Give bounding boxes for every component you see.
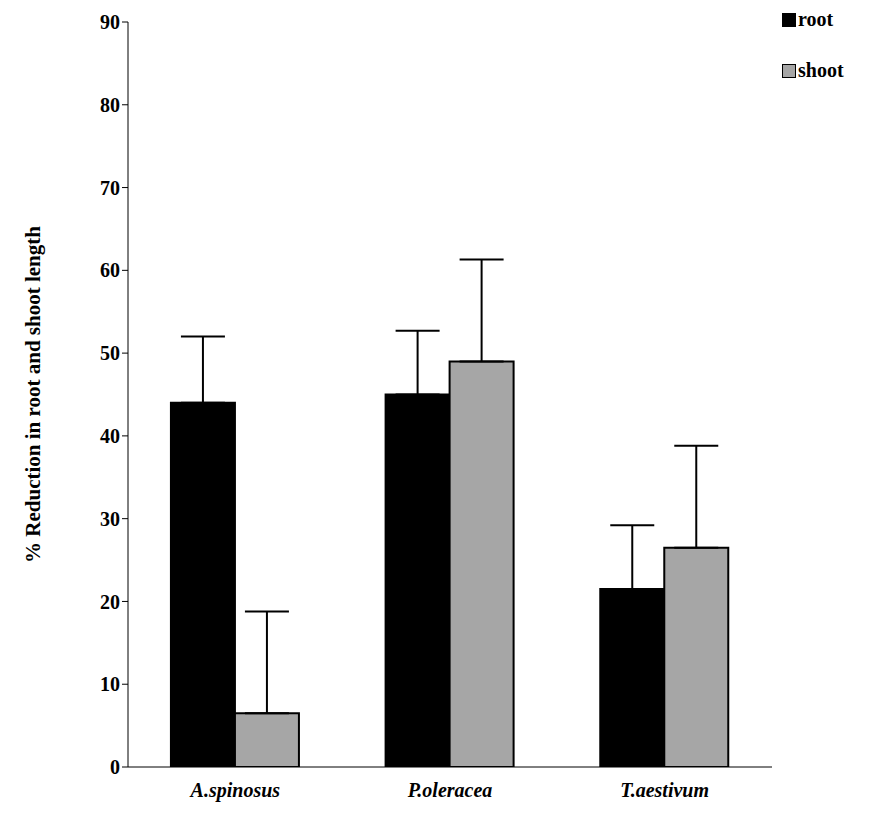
svg-text:P.oleracea: P.oleracea [407,779,493,801]
svg-text:T.aestivum: T.aestivum [620,779,709,801]
svg-text:50: 50 [100,342,120,364]
svg-text:10: 10 [100,673,120,695]
svg-text:70: 70 [100,177,120,199]
svg-text:20: 20 [100,591,120,613]
svg-text:90: 90 [100,11,120,33]
svg-text:30: 30 [100,508,120,530]
html-text:shoot: shoot [798,59,844,81]
svg-text:40: 40 [100,425,120,447]
svg-text:60: 60 [100,259,120,281]
svg-text:0: 0 [110,756,120,778]
svg-text:% Reduction in root and shoot: % Reduction in root and shoot length [21,226,45,563]
html-text:root: root [798,8,834,30]
svg-text:A.spinosus: A.spinosus [189,779,281,802]
svg-text:80: 80 [100,94,120,116]
